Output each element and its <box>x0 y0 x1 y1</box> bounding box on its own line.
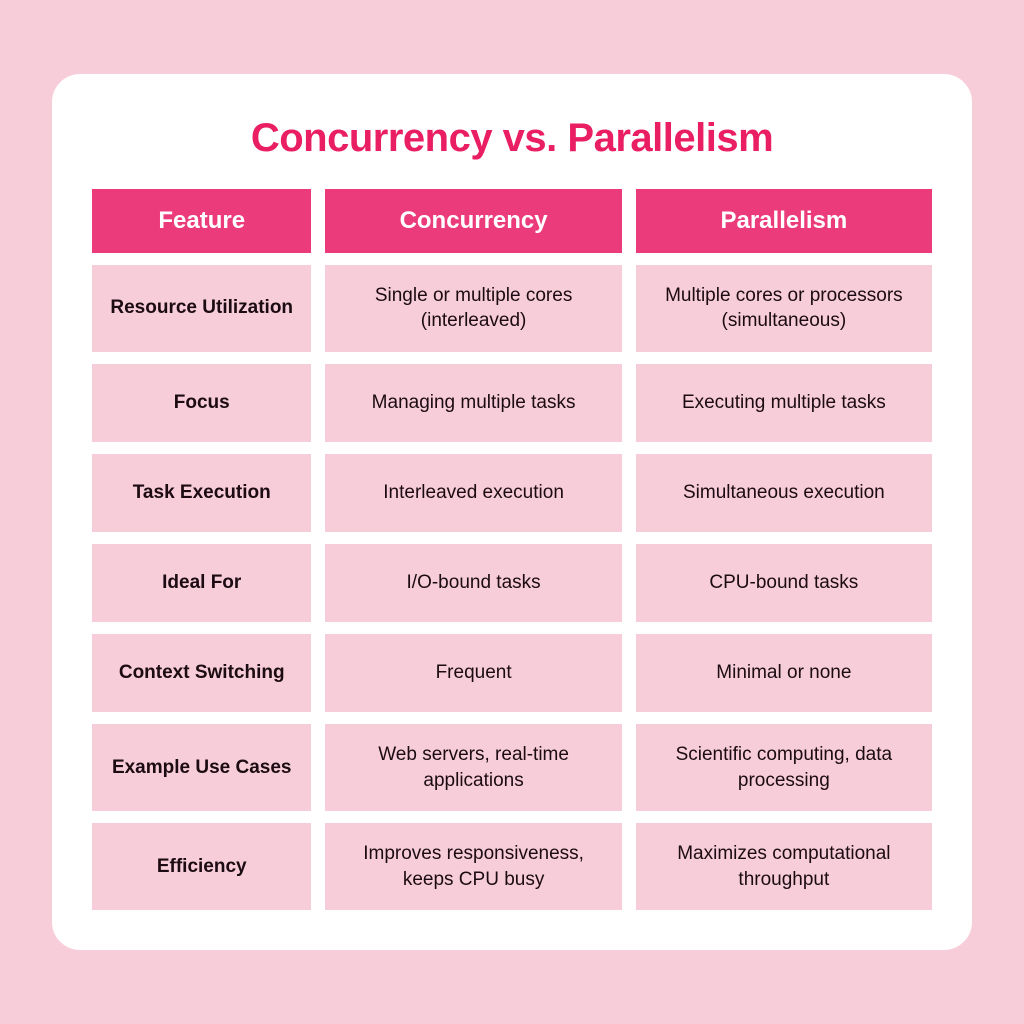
page-title: Concurrency vs. Parallelism <box>92 116 932 161</box>
row-label: Resource Utilization <box>92 265 311 352</box>
row-label: Focus <box>92 364 311 442</box>
cell-concurrency: Improves responsiveness, keeps CPU busy <box>325 823 621 910</box>
row-label: Context Switching <box>92 634 311 712</box>
row-label: Task Execution <box>92 454 311 532</box>
cell-parallelism: CPU-bound tasks <box>636 544 932 622</box>
col-header-concurrency: Concurrency <box>325 189 621 253</box>
cell-concurrency: Web servers, real-time applications <box>325 724 621 811</box>
comparison-table: Feature Concurrency Parallelism Resource… <box>92 189 932 911</box>
cell-concurrency: Managing multiple tasks <box>325 364 621 442</box>
cell-parallelism: Executing multiple tasks <box>636 364 932 442</box>
cell-concurrency: I/O-bound tasks <box>325 544 621 622</box>
row-label: Ideal For <box>92 544 311 622</box>
cell-parallelism: Maximizes computational throughput <box>636 823 932 910</box>
card: Concurrency vs. Parallelism Feature Conc… <box>52 74 972 951</box>
cell-parallelism: Multiple cores or processors (simultaneo… <box>636 265 932 352</box>
col-header-parallelism: Parallelism <box>636 189 932 253</box>
cell-parallelism: Minimal or none <box>636 634 932 712</box>
cell-concurrency: Single or multiple cores (interleaved) <box>325 265 621 352</box>
row-label: Efficiency <box>92 823 311 910</box>
cell-concurrency: Frequent <box>325 634 621 712</box>
row-label: Example Use Cases <box>92 724 311 811</box>
cell-concurrency: Interleaved execution <box>325 454 621 532</box>
cell-parallelism: Simultaneous execution <box>636 454 932 532</box>
cell-parallelism: Scientific computing, data processing <box>636 724 932 811</box>
col-header-feature: Feature <box>92 189 311 253</box>
